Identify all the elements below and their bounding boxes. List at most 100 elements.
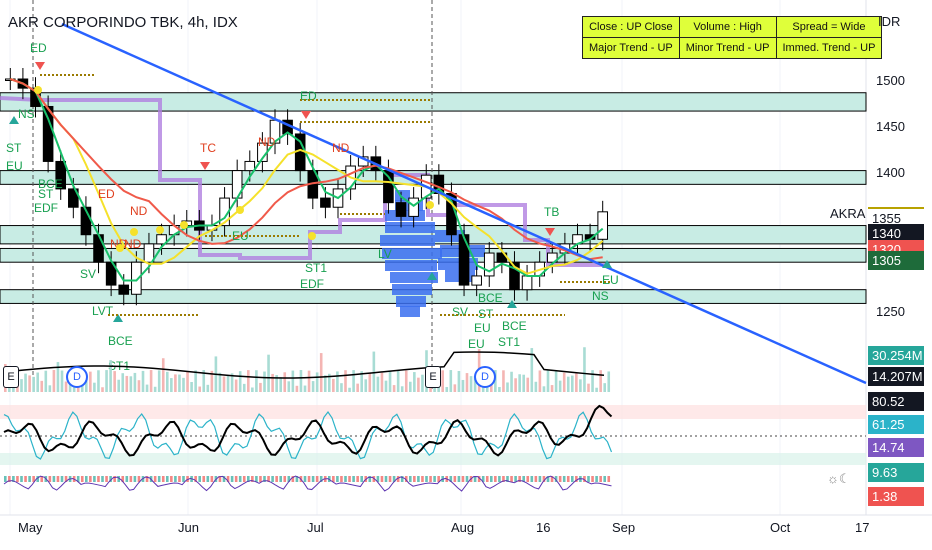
volume-bar <box>93 382 96 392</box>
volume-bar <box>137 380 141 392</box>
volume-bar <box>469 376 473 392</box>
histogram-bar <box>502 476 505 482</box>
volume-bar <box>575 373 578 392</box>
volume-profile-bar <box>395 190 410 201</box>
histogram-bar <box>457 476 461 482</box>
histogram-bar <box>404 476 408 482</box>
zigzag-line <box>0 96 610 267</box>
histogram-bar <box>562 476 566 482</box>
down-arrow-marker <box>200 162 210 170</box>
dividend-icon[interactable]: D <box>474 366 496 388</box>
chart-title: AKR CORPORINDO TBK, 4h, IDX <box>8 14 238 31</box>
volume-bar <box>417 377 420 392</box>
signal-label: SV <box>80 267 96 281</box>
histogram-bar <box>125 476 129 482</box>
histogram-bar <box>275 476 278 482</box>
histogram-bar <box>348 476 351 482</box>
session-icon[interactable]: ☼☾ <box>827 471 851 486</box>
histogram-bar <box>360 476 363 482</box>
volume-bar <box>117 379 120 392</box>
histogram-bar <box>60 476 64 482</box>
volume-bar <box>445 387 449 392</box>
signal-label: EU <box>468 337 485 351</box>
volume-bar <box>550 385 554 392</box>
candle-body <box>244 160 256 172</box>
osc-badge-1: 80.52 <box>868 392 924 411</box>
histogram-bar <box>89 476 92 482</box>
signal-label: EU <box>232 229 249 243</box>
volume-bar <box>60 370 64 392</box>
histogram-bar <box>307 476 311 482</box>
immediate-trend: Immed. Trend - UP <box>775 37 883 59</box>
histogram-bar <box>506 476 509 482</box>
volume-bar <box>149 370 153 392</box>
volume-bar <box>97 370 100 392</box>
volume-bar <box>384 380 388 392</box>
dividend-icon[interactable]: D <box>66 366 88 388</box>
earnings-icon[interactable]: E <box>3 366 19 388</box>
histogram-bar <box>178 476 181 482</box>
volume-badge-high: 30.254M <box>868 346 924 365</box>
volume-bar <box>186 371 189 392</box>
signal-label: ST <box>38 187 54 201</box>
up-arrow-marker <box>427 272 437 280</box>
x-label-may: May <box>18 520 43 535</box>
histogram-bar <box>571 476 574 482</box>
candle-body <box>320 197 331 208</box>
x-label-17: 17 <box>855 520 870 535</box>
histogram-bar <box>129 476 133 482</box>
histogram-bar <box>498 476 501 482</box>
volume-bar <box>32 376 35 392</box>
histogram-bar <box>8 476 11 482</box>
sr-zone <box>0 92 867 112</box>
volume-bar <box>56 362 60 392</box>
histogram-bar <box>40 476 44 482</box>
histogram-bar <box>336 476 339 482</box>
histogram-bar <box>145 476 149 482</box>
histogram-bar <box>526 476 530 482</box>
up-arrow-marker <box>113 314 123 322</box>
signal-label: NS <box>592 289 609 303</box>
signal-label: EDF <box>300 277 324 291</box>
candle-body <box>42 105 54 162</box>
histogram-bar <box>64 476 68 482</box>
currency-label[interactable]: IDR <box>878 14 901 29</box>
histogram-bar <box>421 476 424 482</box>
earnings-icon[interactable]: E <box>425 366 441 388</box>
candle-body <box>68 188 79 208</box>
histogram-bar <box>76 476 80 482</box>
histogram-bar <box>490 476 493 482</box>
histogram-bar <box>494 476 497 482</box>
histogram-bar <box>591 476 594 482</box>
volume-bar <box>101 387 104 392</box>
volume-bar <box>510 371 513 392</box>
volume-bar <box>247 370 250 392</box>
histogram-bar <box>85 476 88 482</box>
y-tick-1400: 1400 <box>876 165 905 180</box>
volume-bar <box>562 372 566 392</box>
volume-bar <box>170 378 173 392</box>
volume-bar <box>105 370 108 392</box>
histogram-bar <box>28 476 31 482</box>
volume-bar <box>255 370 258 392</box>
histogram-bar <box>522 476 525 482</box>
histogram-bar <box>340 476 343 482</box>
major-trend: Major Trend - UP <box>582 37 680 59</box>
volume-bar <box>230 373 234 392</box>
volume-bar <box>449 370 453 392</box>
candle-body <box>597 211 608 240</box>
histogram-bar <box>97 476 100 482</box>
volume-profile-bar <box>400 306 420 317</box>
price-badge-1340: 1340 <box>868 224 924 243</box>
volume-bar <box>182 377 185 392</box>
histogram-bar <box>400 476 404 482</box>
signal-label: LVT <box>92 304 114 318</box>
candle-body <box>458 234 470 286</box>
histogram-bar <box>437 476 440 482</box>
histogram-bar <box>558 476 562 482</box>
signal-dot <box>308 232 316 240</box>
sr-zone <box>0 289 867 304</box>
histogram-bar <box>315 476 319 482</box>
signal-dot <box>130 228 138 236</box>
